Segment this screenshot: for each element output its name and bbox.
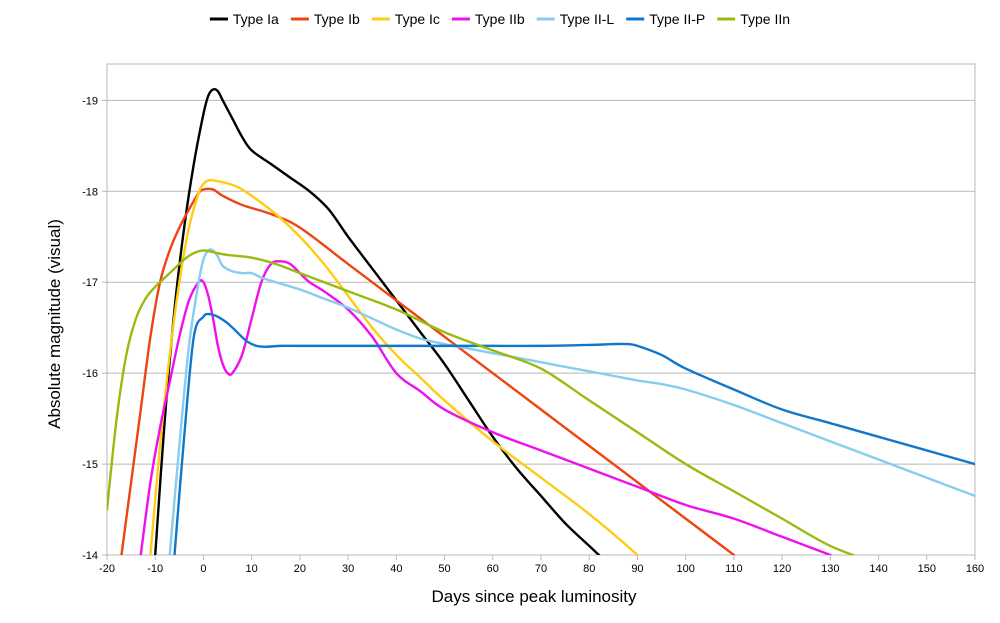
series-line-type-ii-p [173,312,975,555]
x-tick-label: 0 [200,563,206,575]
y-tick-label: -18 [82,186,98,198]
legend-label: Type IIb [475,11,525,27]
legend-item: Type IIn [717,11,790,27]
x-tick-label: -20 [99,563,115,575]
plot-frame [106,63,976,556]
legend-label: Type II-P [649,11,705,27]
x-tick-label: 70 [535,563,547,575]
x-tick-label: 10 [246,563,258,575]
x-tick-label: 40 [390,563,402,575]
series-lines [107,87,975,555]
x-tick-label: 60 [487,563,499,575]
x-tick-label: 120 [773,563,791,575]
x-tick-label: 140 [869,563,887,575]
legend-item: Type II-L [536,11,615,27]
x-tick-label: 130 [821,563,839,575]
y-axis-title: Absolute magnitude (visual) [45,219,64,429]
legend-label: Type Ic [395,11,440,27]
x-tick-label: 100 [676,563,694,575]
x-tick-label: 50 [438,563,450,575]
x-tick-label: 80 [583,563,595,575]
y-tick-label: -19 [82,95,98,107]
legend-item: Type II-P [626,11,705,27]
y-tick-label: -16 [82,368,98,380]
legend-item: Type Ia [209,11,279,27]
x-tick-label: 110 [725,563,743,575]
series-line-type-iin [107,249,857,555]
y-tick-label: -15 [82,459,98,471]
x-tick-label: 30 [342,563,354,575]
x-axis-title: Days since peak luminosity [431,587,637,606]
x-tick-label: 160 [966,563,984,575]
legend: Type Ia Type Ib Type Ic Type IIb Type II-L Ty… [209,11,790,27]
legend-item: Type IIb [451,11,525,27]
series-line-type-ii-l [168,248,975,555]
legend-label: Type Ib [314,11,360,27]
legend-item: Type Ic [371,11,440,27]
series-line-type-ic [149,178,640,555]
x-tick-label: 150 [918,563,936,575]
legend-item: Type Ib [290,11,360,27]
legend-label: Type II-L [560,11,615,27]
x-tick-label: 90 [631,563,643,575]
x-tick-label: -10 [147,563,163,575]
legend-label: Type IIn [740,11,790,27]
y-tick-label: -17 [82,277,98,289]
axes: -14 -15 -16 -17 -18 -19 -20 -10 0 10 20 30 40 50 60 70 8… [82,95,984,575]
legend-label: Type Ia [233,11,279,27]
y-tick-label: -14 [82,550,98,562]
series-line-type-ia [154,87,601,555]
x-tick-label: 20 [294,563,306,575]
